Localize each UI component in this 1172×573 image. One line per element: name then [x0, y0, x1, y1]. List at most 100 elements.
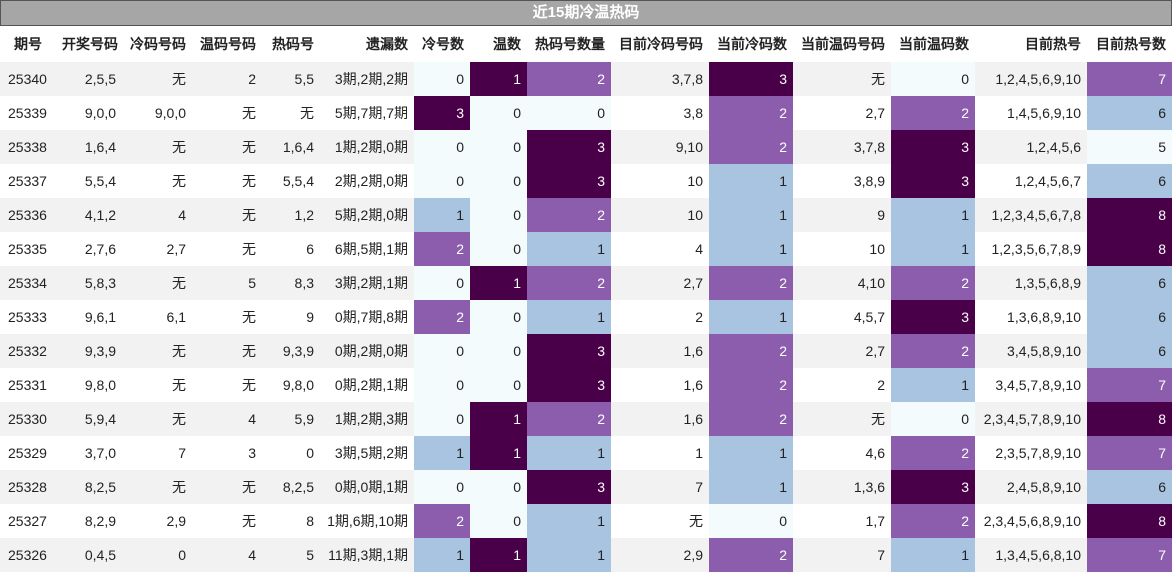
cell: 25332: [0, 334, 56, 368]
cell: 9: [262, 300, 320, 334]
table-row: 25329 3,7,0 7 3 0 3期,5期,2期 1 1 1 1 1 4,6 2 2,3,5,7,8,…: [0, 436, 1172, 470]
cell: 1,6: [611, 368, 709, 402]
cell: 无: [192, 198, 262, 232]
cell: 25330: [0, 402, 56, 436]
cell: 2期,2期,0期: [320, 164, 414, 198]
table-body: 25340 2,5,5 无 2 5,5 3期,2期,2期 0 1 2 3,7,8 3 无 0 1,2,4,…: [0, 62, 1172, 572]
cell: 1,6: [611, 334, 709, 368]
table-row: 25326 0,4,5 0 4 5 11期,3期,1期 1 1 1 2,9 2 7 1 1,3,4,5,6…: [0, 538, 1172, 572]
heat-cell: 1: [470, 62, 527, 96]
cell: 1,3,6,8,9,10: [975, 300, 1087, 334]
cell: 无: [192, 470, 262, 504]
cell: 4: [192, 402, 262, 436]
cell: 1,3,5,6,8,9: [975, 266, 1087, 300]
cell: 3,7,0: [56, 436, 122, 470]
cell: 1,2,4,5,6,7: [975, 164, 1087, 198]
cell: 8,2,5: [56, 470, 122, 504]
heat-cell: 0: [414, 130, 470, 164]
cell: 1期,2期,0期: [320, 130, 414, 164]
heat-cell: 2: [527, 198, 611, 232]
column-header: 热码号数量: [527, 26, 611, 62]
cell: 无: [122, 402, 192, 436]
cell: 5: [192, 266, 262, 300]
header-row: 期号 开奖号码 冷码号码 温码号码 热码号 遗漏数 冷号数 温数 热码号数量 目前冷码号码 当前冷码…: [0, 26, 1172, 62]
cell: 0: [262, 436, 320, 470]
heat-cell: 0: [414, 62, 470, 96]
heat-cell: 0: [891, 402, 975, 436]
heat-cell: 6: [1087, 300, 1172, 334]
heat-cell: 1: [891, 232, 975, 266]
cell: 25329: [0, 436, 56, 470]
column-header: 热码号: [262, 26, 320, 62]
cell: 10: [611, 198, 709, 232]
cell: 1期,2期,3期: [320, 402, 414, 436]
cell: 1,2,3,4,5,6,7,8: [975, 198, 1087, 232]
cell: 1期,6期,10期: [320, 504, 414, 538]
heat-cell: 0: [470, 198, 527, 232]
heat-cell: 2: [527, 62, 611, 96]
cell: 无: [192, 300, 262, 334]
cell: 无: [192, 504, 262, 538]
cell: 0期,7期,8期: [320, 300, 414, 334]
cell: 4: [192, 538, 262, 572]
cell: 1,6,4: [56, 130, 122, 164]
table-row: 25336 4,1,2 4 无 1,2 5期,2期,0期 1 0 2 10 1 9 1 1,2,3,4,5…: [0, 198, 1172, 232]
cell: 无: [192, 164, 262, 198]
heat-cell: 0: [414, 334, 470, 368]
cell: 1,7: [793, 504, 891, 538]
heat-cell: 2: [414, 300, 470, 334]
heat-cell: 0: [470, 504, 527, 538]
cell: 25326: [0, 538, 56, 572]
data-table: 期号 开奖号码 冷码号码 温码号码 热码号 遗漏数 冷号数 温数 热码号数量 目前冷码号码 当前冷码…: [0, 26, 1172, 572]
heat-cell: 2: [709, 130, 793, 164]
cell: 2: [192, 62, 262, 96]
cell: 2,7: [611, 266, 709, 300]
cell: 2: [793, 368, 891, 402]
column-header: 期号: [0, 26, 56, 62]
heat-cell: 0: [470, 300, 527, 334]
heat-cell: 2: [891, 334, 975, 368]
heat-cell: 0: [470, 96, 527, 130]
heat-cell: 8: [1087, 504, 1172, 538]
cell: 无: [122, 62, 192, 96]
heat-cell: 3: [527, 164, 611, 198]
cell: 2,7,6: [56, 232, 122, 266]
cell: 0期,0期,1期: [320, 470, 414, 504]
cell: 6期,5期,1期: [320, 232, 414, 266]
cell: 无: [122, 164, 192, 198]
heat-cell: 0: [414, 368, 470, 402]
cell: 0: [122, 538, 192, 572]
heat-cell: 1: [414, 198, 470, 232]
heat-cell: 6: [1087, 266, 1172, 300]
cell: 3,8,9: [793, 164, 891, 198]
cell: 无: [122, 334, 192, 368]
heat-cell: 5: [1087, 130, 1172, 164]
column-header: 目前热号数: [1087, 26, 1172, 62]
cell: 3,7,8: [611, 62, 709, 96]
cell: 5期,7期,7期: [320, 96, 414, 130]
cell: 9,8,0: [262, 368, 320, 402]
heat-cell: 6: [1087, 96, 1172, 130]
cell: 无: [122, 266, 192, 300]
cell: 1: [611, 436, 709, 470]
heat-cell: 0: [470, 130, 527, 164]
cell: 无: [611, 504, 709, 538]
cell: 无: [192, 130, 262, 164]
cell: 无: [793, 402, 891, 436]
cell: 0期,2期,0期: [320, 334, 414, 368]
heat-cell: 1: [527, 232, 611, 266]
cell: 无: [192, 368, 262, 402]
column-header: 冷号数: [414, 26, 470, 62]
heat-cell: 1: [709, 470, 793, 504]
heat-cell: 0: [470, 334, 527, 368]
heat-cell: 1: [709, 436, 793, 470]
column-header: 遗漏数: [320, 26, 414, 62]
heat-cell: 2: [709, 334, 793, 368]
heat-cell: 7: [1087, 368, 1172, 402]
heat-cell: 6: [1087, 470, 1172, 504]
heat-cell: 3: [414, 96, 470, 130]
cell: 无: [793, 62, 891, 96]
cell: 8: [262, 504, 320, 538]
cell: 3: [192, 436, 262, 470]
